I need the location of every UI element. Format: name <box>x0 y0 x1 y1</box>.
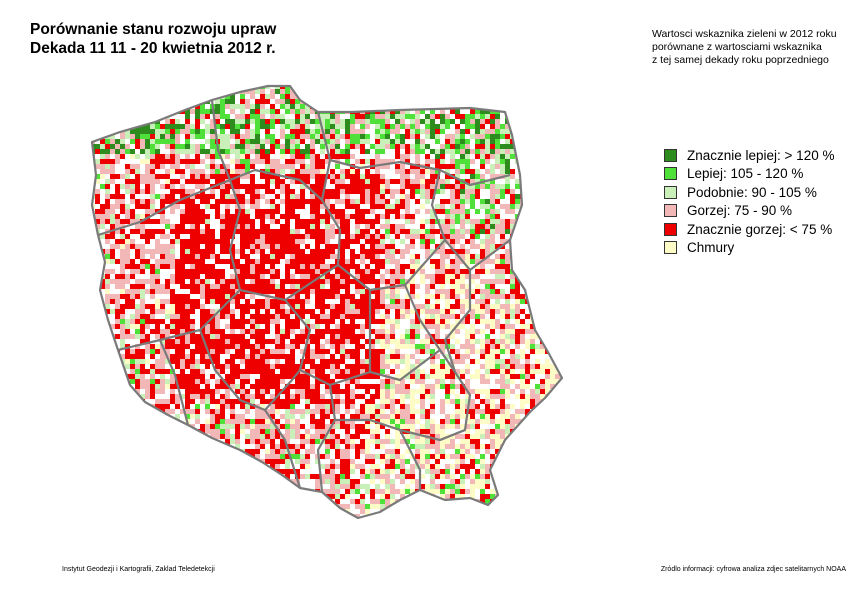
country-border <box>90 84 564 520</box>
legend-item-much-better: Znacznie lepiej: > 120 % <box>664 146 834 165</box>
region-border-4 <box>97 178 231 237</box>
institution-credit: Instytut Geodezji i Kartografii, Zaklad … <box>62 566 215 573</box>
index-description: Wartosci wskaznika zieleni w 2012 roku p… <box>652 28 852 67</box>
region-border-14 <box>316 384 337 493</box>
region-border-13 <box>264 369 301 411</box>
legend-label: Lepiej: 105 - 120 % <box>687 166 804 182</box>
legend-item-worse: Gorzej: 75 - 90 % <box>664 202 834 221</box>
region-border-10 <box>443 270 472 373</box>
legend-swatch <box>664 222 677 236</box>
region-border-11 <box>369 349 441 382</box>
description-line-2: porównane z wartosciami wskaznika <box>652 41 822 53</box>
legend-label: Gorzej: 75 - 90 % <box>687 203 793 219</box>
title-line-1: Porównanie stanu rozwoju upraw <box>30 21 277 38</box>
map-title: Porównanie stanu rozwoju upraw Dekada 11… <box>30 20 276 58</box>
region-border-2 <box>329 158 511 187</box>
voivodeship-borders <box>90 84 564 520</box>
legend-swatch <box>664 167 677 181</box>
map-legend: Znacznie lepiej: > 120 % Lepiej: 105 - 1… <box>664 146 834 257</box>
legend-item-similar: Podobnie: 90 - 105 % <box>664 183 834 202</box>
legend-swatch <box>664 148 677 162</box>
region-border-1 <box>210 99 332 202</box>
region-border-17 <box>158 339 190 426</box>
region-border-5 <box>321 199 446 292</box>
legend-swatch <box>664 185 677 199</box>
legend-label: Znacznie lepiej: > 120 % <box>687 147 835 163</box>
region-border-8 <box>284 290 372 387</box>
description-line-3: z tej samej dekady roku poprzedniego <box>652 54 829 66</box>
legend-swatch <box>664 241 677 255</box>
legend-label: Znacznie gorzej: < 75 % <box>687 221 833 237</box>
legend-item-clouds: Chmury <box>664 239 834 258</box>
legend-swatch <box>664 204 677 218</box>
title-line-2: Dekada 11 11 - 20 kwietnia 2012 r. <box>30 40 276 57</box>
data-source-credit: Zródlo informacji: cyfrowa analiza zdjec… <box>660 566 846 573</box>
legend-item-better: Lepiej: 105 - 120 % <box>664 165 834 184</box>
region-border-6 <box>117 264 339 352</box>
region-border-16 <box>399 428 466 442</box>
region-border-7 <box>228 179 242 291</box>
legend-label: Podobnie: 90 - 105 % <box>687 184 817 200</box>
description-line-1: Wartosci wskaznika zieleni w 2012 roku <box>652 28 837 40</box>
legend-label: Chmury <box>687 240 735 256</box>
region-border-12 <box>198 329 302 489</box>
legend-item-much-worse: Znacznie gorzej: < 75 % <box>664 220 834 239</box>
